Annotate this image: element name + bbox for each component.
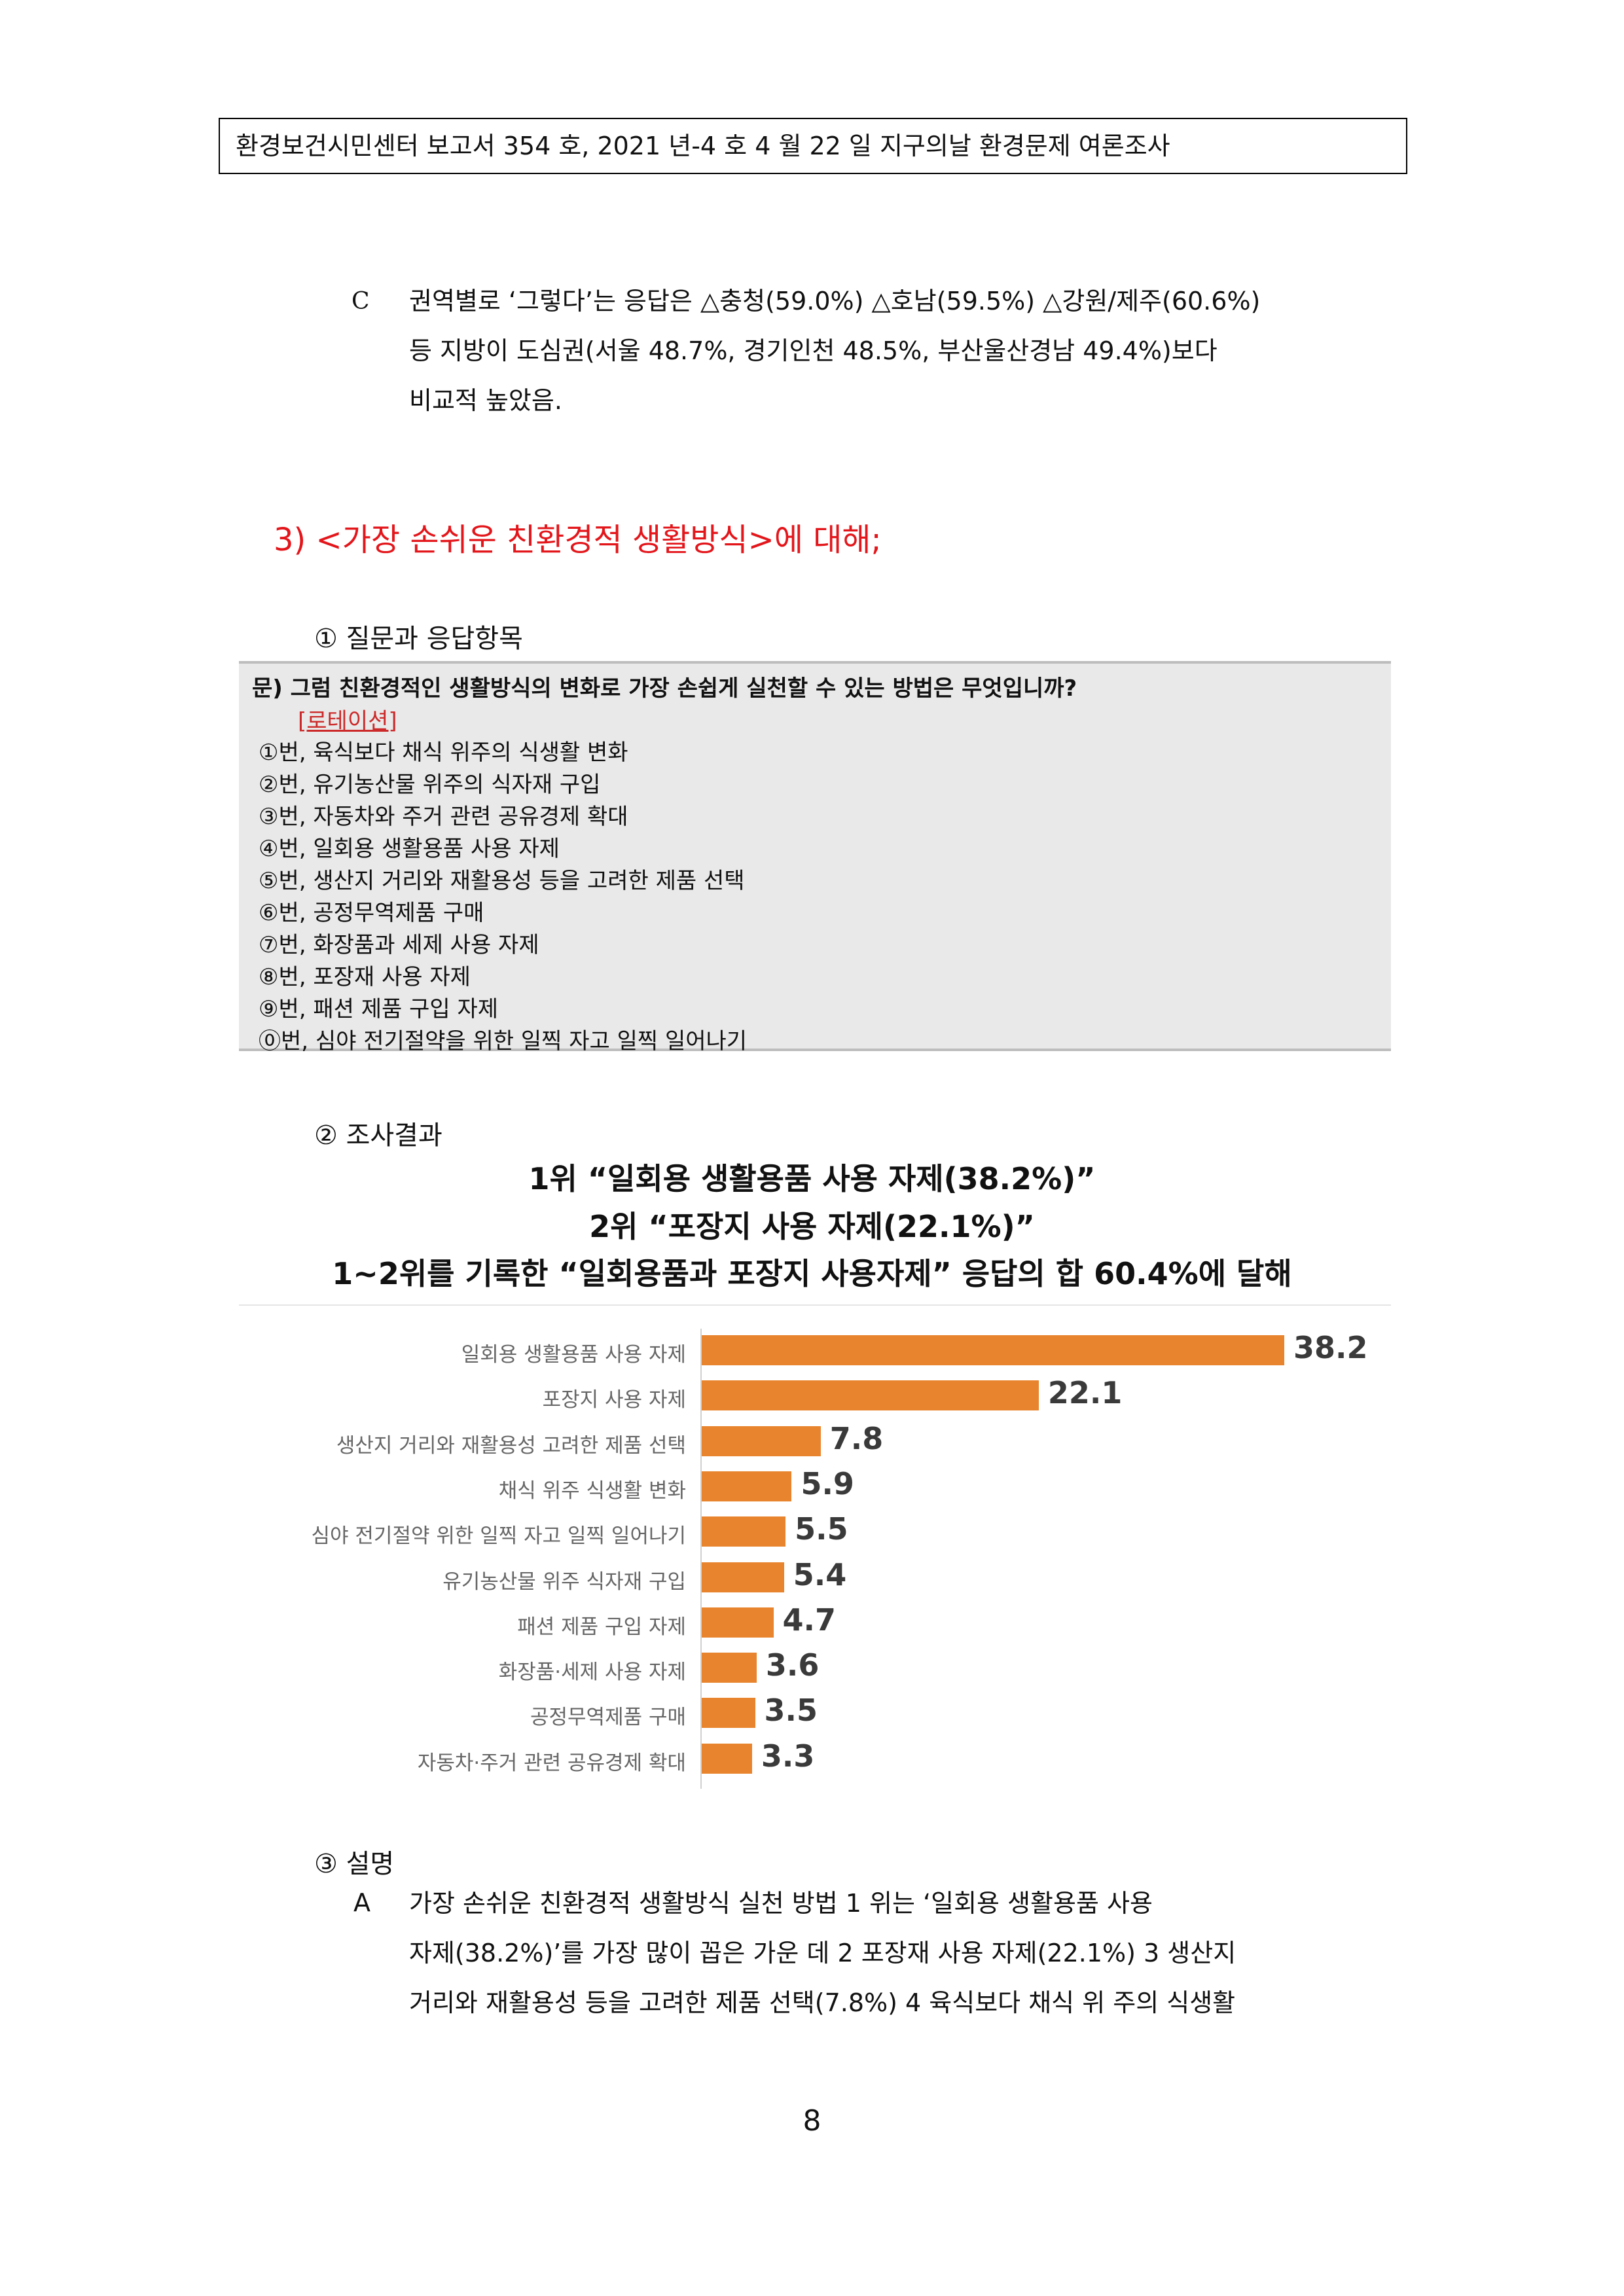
explanation-line: 자제(38.2%)’를 가장 많이 꼽은 가운 데 2 포장재 사용 자제(22…: [409, 1939, 1236, 1967]
result-headline-3: 1~2위를 기록한 “일회용품과 포장지 사용자제” 응답의 합 60.4%에 …: [332, 1256, 1292, 1291]
bar: [702, 1562, 784, 1592]
paragraph-c: 권역별로 ‘그렇다’는 응답은 △충청(59.0%) △호남(59.5%) △강…: [409, 276, 1260, 425]
option-item: ③번, 자동차와 주거 관련 공유경제 확대: [259, 804, 628, 830]
rotation-tag: [로테이션]: [298, 708, 397, 734]
bar-category-label: 패션 제품 구입 자제: [517, 1615, 686, 1639]
option-item: ⑦번, 화장품과 세제 사용 자제: [259, 932, 539, 958]
option-list: ①번, 육식보다 채식 위주의 식생활 변화 ②번, 유기농산물 위주의 식자재…: [259, 734, 747, 1055]
question-box: 문) 그럼 친환경적인 생활방식의 변화로 가장 손쉽게 실천할 수 있는 방법…: [239, 661, 1391, 1054]
bar-value-label: 7.8: [829, 1420, 884, 1456]
bar-category-label: 심야 전기절약 위한 일찍 자고 일찍 일어나기: [311, 1524, 686, 1549]
report-header: 환경보건시민센터 보고서 354 호, 2021 년-4 호 4 월 22 일 …: [219, 118, 1407, 174]
bar-value-label: 22.1: [1047, 1375, 1123, 1411]
explanation-line: 가장 손쉬운 친환경적 생활방식 실천 방법 1 위는 ‘일회용 생활용품 사용: [409, 1889, 1153, 1918]
bar: [702, 1471, 792, 1501]
option-item: ⑧번, 포장재 사용 자제: [259, 964, 471, 990]
bar-value-label: 3.3: [761, 1738, 815, 1774]
bullet-a: A: [353, 1888, 370, 1917]
bar: [702, 1607, 774, 1638]
result-headline-1: 1위 “일회용 생활용품 사용 자제(38.2%)”: [528, 1161, 1096, 1196]
bar-value-label: 4.7: [782, 1602, 837, 1638]
bar: [702, 1653, 757, 1683]
bar-chart: 일회용 생활용품 사용 자제 38.2 포장지 사용 자제 22.1 생산지 거리와 재…: [0, 1329, 1624, 1789]
explanation-paragraph: 가장 손쉬운 친환경적 생활방식 실천 방법 1 위는 ‘일회용 생활용품 사용…: [409, 1878, 1236, 2028]
bar-category-label: 채식 위주 식생활 변화: [498, 1479, 686, 1503]
result-headline-2: 2위 “포장지 사용 자제(22.1%)”: [589, 1209, 1035, 1244]
option-item: ⑨번, 패션 제품 구입 자제: [259, 996, 499, 1022]
bar-category-label: 일회용 생활용품 사용 자제: [461, 1343, 686, 1367]
question-text: 문) 그럼 친환경적인 생활방식의 변화로 가장 손쉽게 실천할 수 있는 방법…: [252, 675, 1077, 702]
bar-category-label: 유기농산물 위주 식자재 구입: [442, 1570, 686, 1594]
bar-category-label: 생산지 거리와 재활용성 고려한 제품 선택: [336, 1433, 686, 1458]
subheading-explanation: ③ 설명: [314, 1849, 395, 1879]
bar-value-label: 5.4: [793, 1556, 847, 1592]
bar-category-label: 화장품·세제 사용 자제: [498, 1660, 686, 1685]
bar-value-label: 3.6: [765, 1647, 820, 1683]
explanation-line: 거리와 재활용성 등을 고려한 제품 선택(7.8%) 4 육식보다 채식 위 …: [409, 1988, 1236, 2017]
bar: [702, 1516, 786, 1547]
chart-axis-line: [700, 1329, 702, 1789]
option-item: ⓪번, 심야 전기절약을 위한 일찍 자고 일찍 일어나기: [259, 1028, 748, 1054]
bar-value-label: 5.9: [801, 1465, 854, 1501]
option-item: ⑥번, 공정무역제품 구매: [259, 900, 484, 926]
headline-divider: [239, 1304, 1391, 1306]
bar: [702, 1380, 1039, 1411]
bar: [702, 1426, 821, 1456]
paragraph-c-line: 비교적 높았음.: [409, 386, 562, 415]
subheading-question: ① 질문과 응답항목: [314, 624, 523, 654]
option-item: ②번, 유기농산물 위주의 식자재 구입: [259, 772, 601, 798]
option-item: ①번, 육식보다 채식 위주의 식생활 변화: [259, 740, 628, 766]
option-item: ④번, 일회용 생활용품 사용 자제: [259, 836, 560, 862]
bar-value-label: 5.5: [795, 1511, 848, 1547]
bar-value-label: 38.2: [1293, 1330, 1368, 1365]
paragraph-c-line: 등 지방이 도심권(서울 48.7%, 경기인천 48.5%, 부산울산경남 4…: [409, 336, 1218, 365]
bar: [702, 1743, 752, 1774]
bullet-c: C: [352, 288, 370, 315]
section-title: 3) <가장 손쉬운 친환경적 생활방식>에 대해;: [274, 522, 882, 558]
bar-category-label: 포장지 사용 자제: [542, 1388, 686, 1412]
option-item: ⑤번, 생산지 거리와 재활용성 등을 고려한 제품 선택: [259, 868, 745, 894]
bar-category-label: 자동차·주거 관련 공유경제 확대: [417, 1751, 686, 1775]
subheading-results: ② 조사결과: [314, 1121, 442, 1151]
page-number: 8: [803, 2104, 821, 2138]
bar: [702, 1335, 1284, 1365]
bar: [702, 1698, 755, 1729]
bar-category-label: 공정무역제품 구매: [530, 1706, 686, 1730]
bar-value-label: 3.5: [764, 1693, 818, 1729]
paragraph-c-line: 권역별로 ‘그렇다’는 응답은 △충청(59.0%) △호남(59.5%) △강…: [409, 287, 1261, 315]
